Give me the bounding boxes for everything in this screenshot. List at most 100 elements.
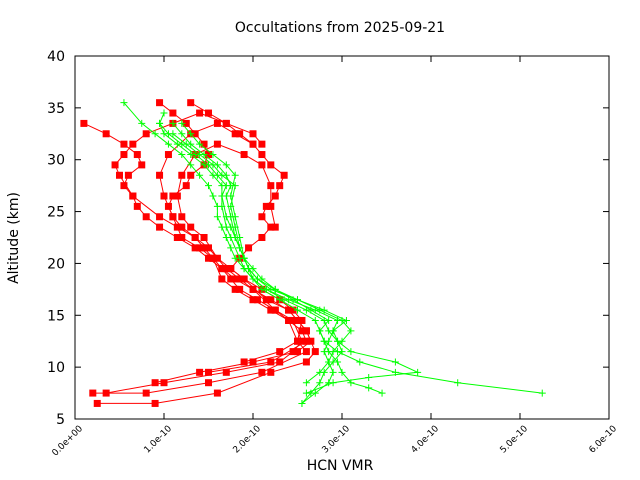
data-point (365, 384, 373, 392)
data-point (249, 296, 257, 304)
x-tick-label: 1.0e-10 (143, 424, 175, 456)
data-point (329, 379, 337, 387)
data-point (205, 254, 212, 262)
data-point (236, 285, 244, 293)
data-point (160, 109, 168, 117)
data-point (298, 337, 306, 345)
series-3 (80, 119, 315, 387)
data-point (222, 223, 230, 231)
data-point (164, 202, 172, 210)
data-point (302, 327, 310, 335)
data-point (156, 223, 164, 231)
data-point (294, 348, 301, 356)
data-point (338, 337, 346, 345)
data-point (320, 337, 328, 345)
x-tick-label: 3.0e-10 (321, 424, 353, 456)
data-point (151, 399, 159, 407)
data-point (89, 389, 97, 397)
data-point (334, 358, 342, 366)
data-point (294, 337, 301, 345)
data-point (187, 99, 195, 107)
data-point (267, 182, 275, 190)
y-tick-label: 5 (56, 412, 65, 428)
data-point (258, 213, 266, 221)
data-point (205, 244, 212, 252)
data-point (227, 265, 235, 273)
data-point (329, 327, 337, 335)
series-6 (120, 99, 546, 397)
data-point (116, 171, 123, 179)
y-tick-label: 10 (47, 360, 65, 376)
data-point (213, 140, 221, 148)
data-point (240, 358, 248, 366)
data-point (102, 389, 110, 397)
data-point (302, 358, 310, 366)
data-point (160, 379, 168, 387)
data-point (213, 389, 221, 397)
data-point (205, 109, 212, 117)
data-point (218, 265, 226, 273)
data-point (347, 327, 355, 335)
data-point (120, 151, 128, 159)
data-point (182, 140, 190, 148)
data-point (218, 182, 226, 190)
data-point (93, 399, 101, 407)
data-point (276, 348, 284, 356)
y-tick-label: 35 (47, 101, 65, 117)
data-point (262, 285, 270, 293)
x-tick-label: 5.0e-10 (499, 424, 531, 456)
series-11 (178, 119, 355, 387)
data-point (142, 213, 150, 221)
data-point (538, 389, 546, 397)
data-point (236, 234, 244, 241)
y-tick-label: 40 (47, 49, 65, 65)
data-point (156, 213, 164, 221)
data-point (205, 379, 212, 387)
data-point (298, 399, 306, 407)
data-point (271, 306, 279, 314)
data-point (156, 171, 164, 179)
data-point (169, 213, 177, 221)
ticks-layer: 5 10 15 20 25 30 35 40 0.0e+00 1.0e-10 2.0e-10 3.0e… (47, 49, 619, 459)
data-point (151, 130, 159, 138)
data-point (178, 234, 186, 241)
data-point (111, 161, 119, 169)
data-point (267, 223, 275, 231)
y-tick-label: 15 (47, 308, 65, 324)
data-point (205, 151, 212, 159)
data-point (316, 379, 324, 387)
data-point (156, 119, 164, 127)
data-point (187, 130, 195, 138)
data-point (258, 140, 266, 148)
data-point (138, 161, 146, 169)
data-point (133, 202, 141, 210)
data-point (156, 99, 164, 107)
data-point (222, 161, 230, 169)
data-point (169, 130, 177, 138)
data-point (347, 379, 355, 387)
data-point (209, 151, 217, 159)
data-point (205, 182, 212, 190)
data-point (249, 358, 257, 366)
data-point (205, 368, 212, 376)
data-point (338, 348, 346, 356)
data-point (120, 99, 128, 107)
data-point (289, 348, 297, 356)
data-point (280, 171, 288, 179)
data-point (240, 151, 248, 159)
data-point (227, 244, 235, 252)
data-point (258, 275, 266, 283)
data-point (262, 202, 270, 210)
chart-title: Occultations from 2025-09-21 (235, 20, 445, 36)
data-point (191, 244, 199, 252)
data-point (231, 213, 239, 221)
data-point (209, 254, 217, 262)
data-point (249, 285, 257, 293)
data-point (298, 316, 306, 324)
data-point (240, 254, 248, 262)
data-point (196, 151, 204, 159)
data-point (138, 119, 146, 127)
data-point (151, 379, 159, 387)
plot-frame (74, 55, 610, 420)
data-point (249, 130, 257, 138)
